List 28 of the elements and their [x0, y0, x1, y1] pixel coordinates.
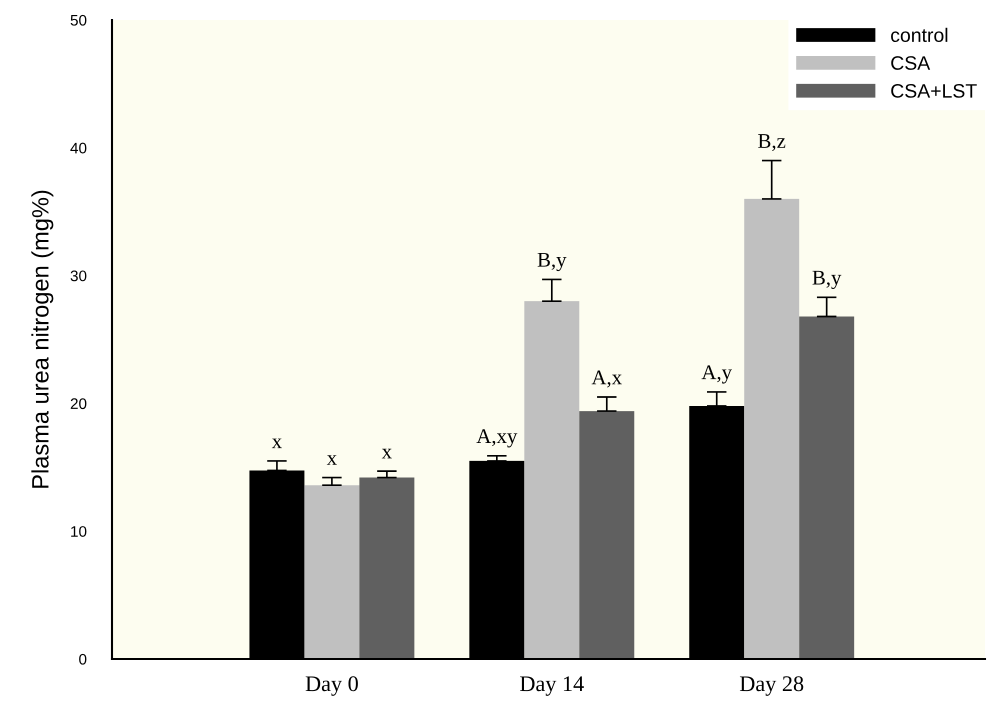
- y-axis-title: Plasma urea nitrogen (mg%): [31, 190, 54, 488]
- annotation: B,z: [758, 134, 786, 152]
- annotation: x: [272, 438, 282, 448]
- annotation: A,xy: [476, 429, 518, 448]
- bar: [304, 485, 360, 659]
- bar: [579, 411, 634, 659]
- y-tick-label: 10: [71, 526, 86, 537]
- annotation: B,y: [538, 252, 566, 272]
- y-tick-label: 50: [70, 14, 86, 26]
- x-tick-label: Day 0: [306, 676, 358, 696]
- y-tick-label: 40: [70, 142, 86, 154]
- x-tick-label: Day 14: [520, 676, 584, 696]
- legend-label: CSA+LST: [891, 84, 977, 98]
- y-tick-label: 0: [79, 654, 86, 665]
- y-tick-label: 30: [70, 270, 86, 282]
- bar: [744, 198, 800, 659]
- y-tick-label: 20: [70, 398, 86, 410]
- annotation: x: [326, 455, 337, 465]
- annotation: B,y: [812, 270, 842, 289]
- x-tick-label: Day 28: [740, 676, 804, 696]
- annotation: A,y: [702, 365, 732, 384]
- annotation: A,x: [592, 370, 622, 388]
- bar: [799, 316, 854, 659]
- legend-label: control: [891, 28, 948, 42]
- annotation: x: [382, 448, 392, 458]
- bar: [359, 478, 414, 659]
- bar: [524, 301, 580, 659]
- legend-label: CSA: [891, 56, 930, 70]
